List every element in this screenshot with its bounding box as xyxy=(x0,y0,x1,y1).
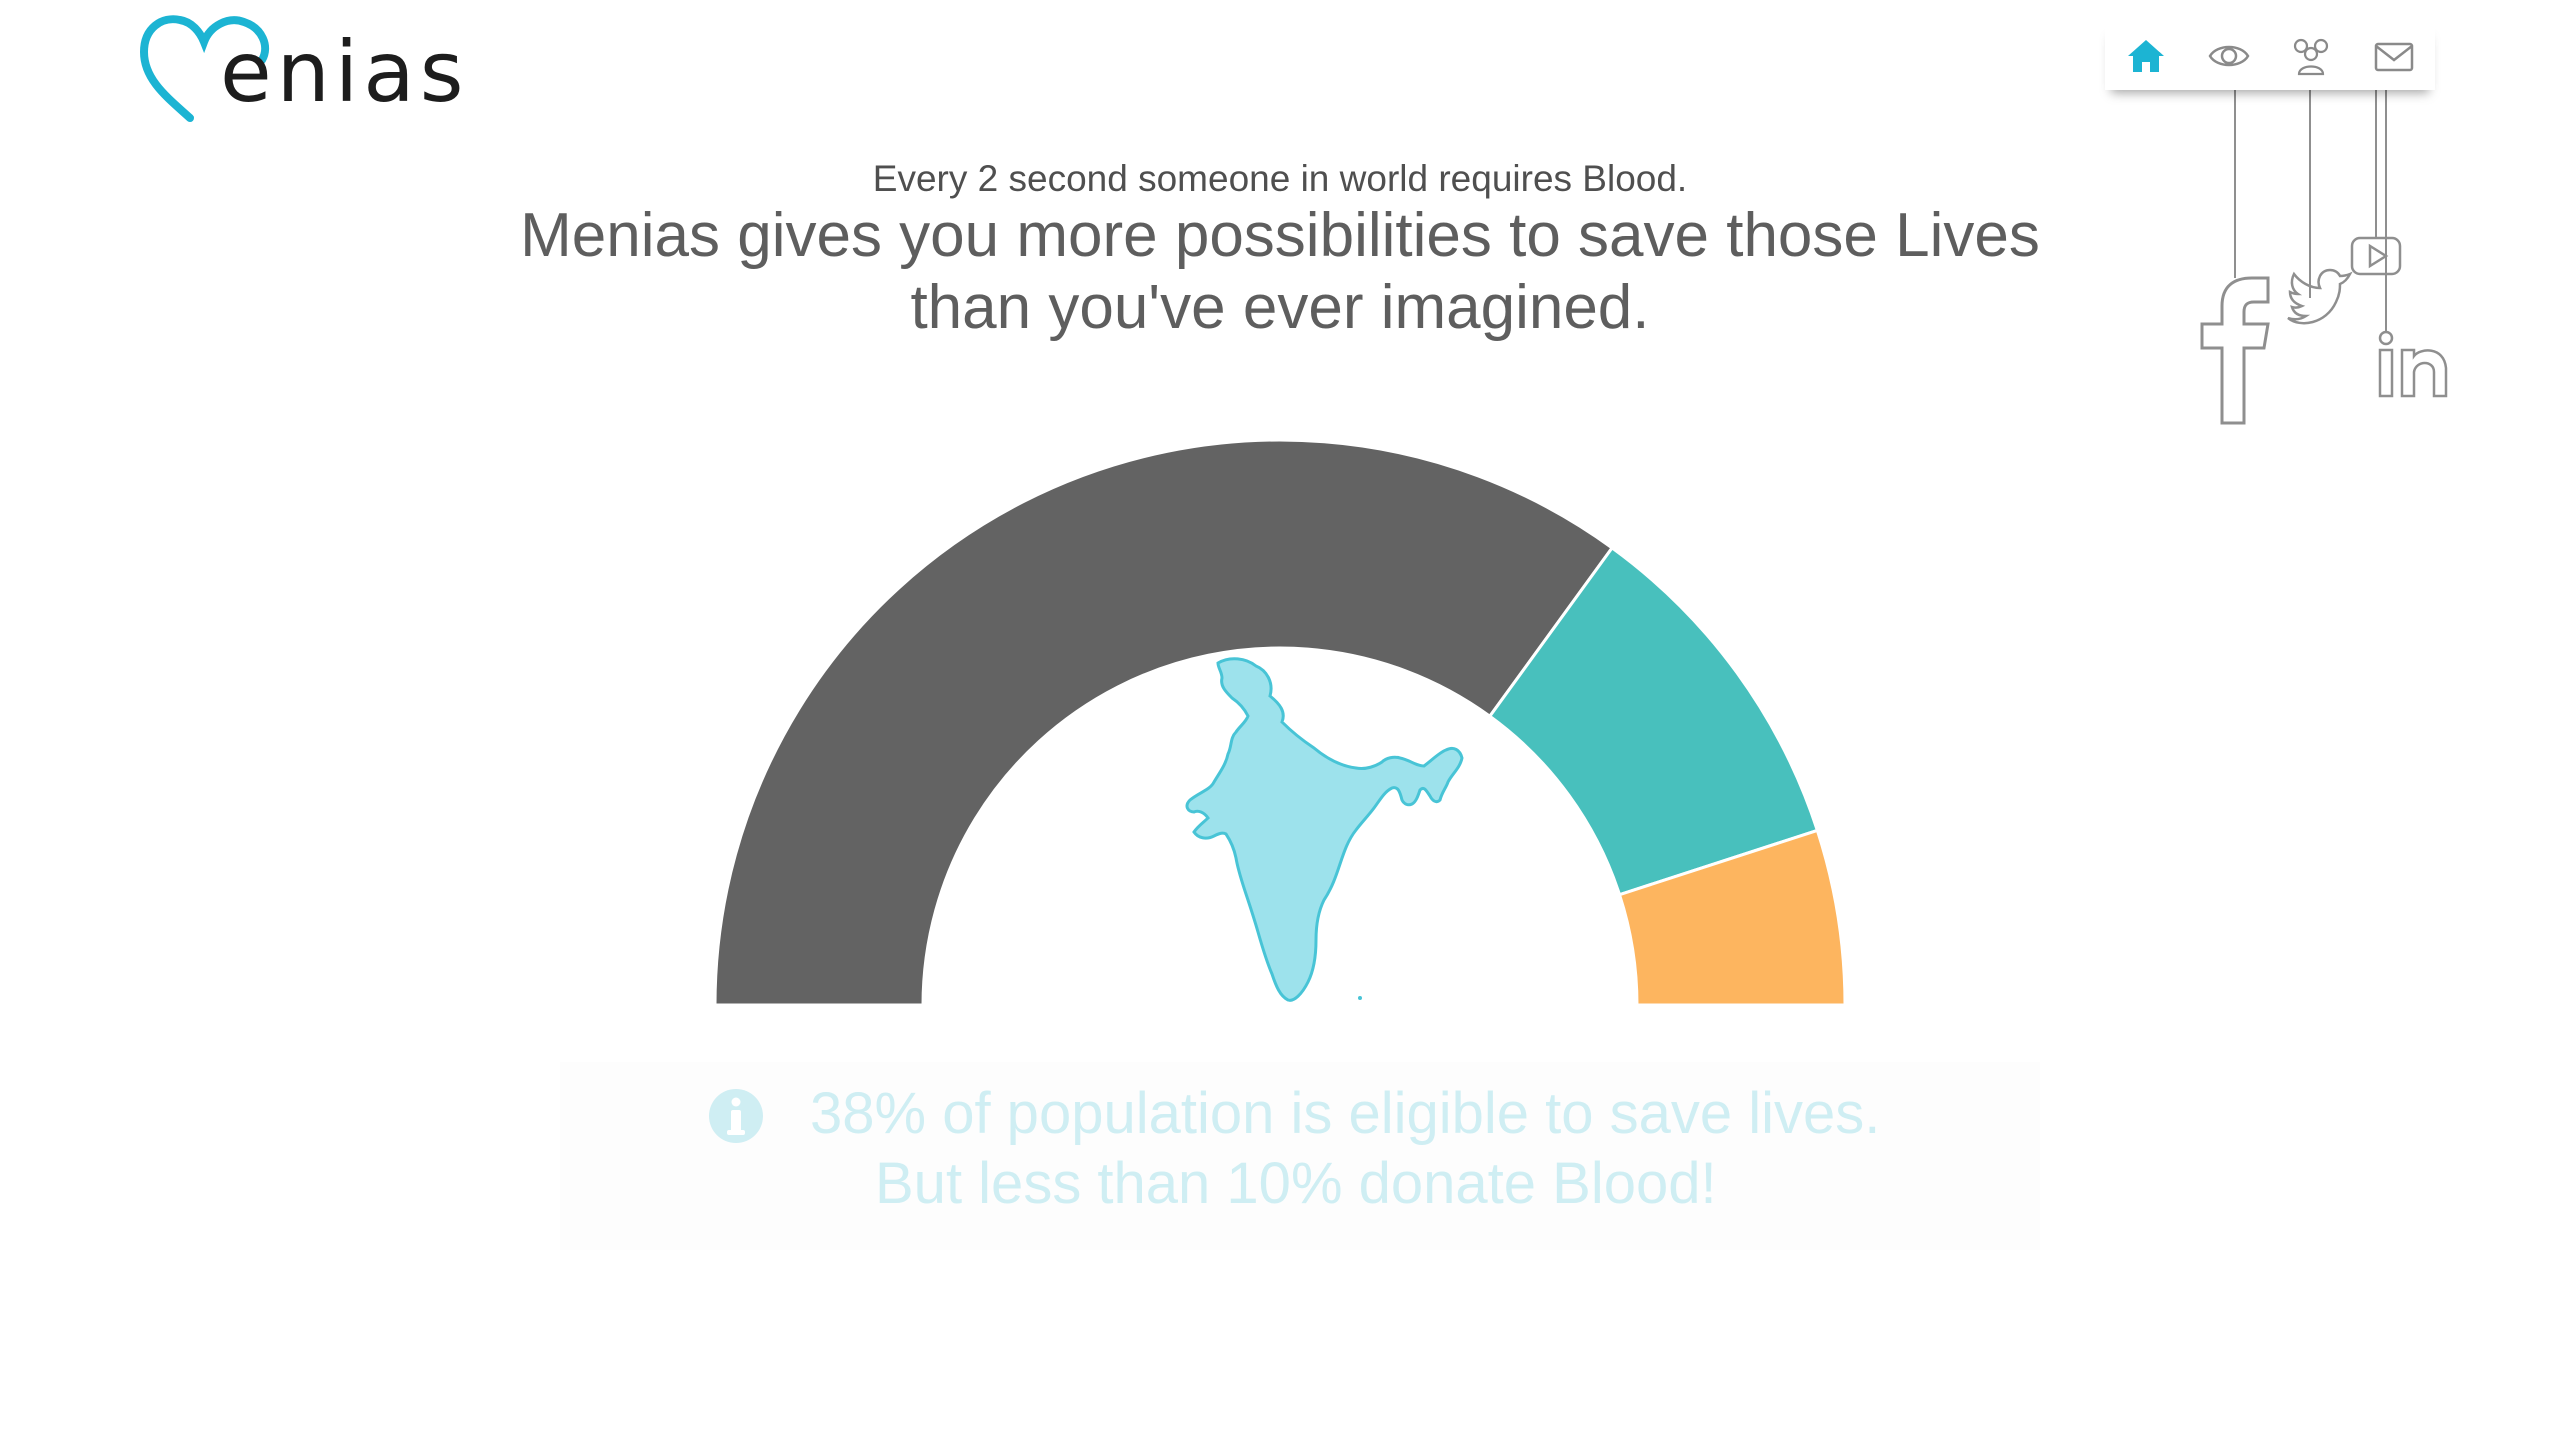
blood-donation-chart xyxy=(700,420,1860,1007)
linkedin-icon[interactable] xyxy=(2378,330,2448,398)
info-icon xyxy=(709,1089,763,1143)
youtube-icon[interactable] xyxy=(2350,236,2402,276)
semi-donut-chart xyxy=(713,438,1847,1007)
hero-headline-line2: than you've ever imagined. xyxy=(910,273,1650,342)
twitter-icon[interactable] xyxy=(2287,268,2353,325)
group-icon xyxy=(2294,38,2329,76)
nav-about[interactable] xyxy=(2201,28,2257,84)
facebook-icon[interactable] xyxy=(2200,276,2270,425)
logo[interactable]: enias xyxy=(138,10,464,125)
info-box: 38% of population is eligible to save li… xyxy=(560,1062,2040,1250)
home-icon xyxy=(2128,40,2165,72)
eye-icon xyxy=(2208,45,2250,67)
top-nav xyxy=(2105,22,2435,90)
nav-contact[interactable] xyxy=(2366,28,2422,84)
info-line1: 38% of population is eligible to save li… xyxy=(810,1081,1881,1146)
mail-icon xyxy=(2374,42,2413,72)
nav-home[interactable] xyxy=(2118,28,2174,84)
social-links xyxy=(2140,88,2480,428)
hero-headline: Menias gives you more possibilities to s… xyxy=(400,200,2160,344)
hero-headline-line1: Menias gives you more possibilities to s… xyxy=(520,201,2040,270)
heart-logo-icon xyxy=(139,15,270,122)
info-line2: But less than 10% donate Blood! xyxy=(875,1151,1717,1216)
chart-slice-1 xyxy=(713,438,1615,1007)
nav-community[interactable] xyxy=(2283,28,2339,84)
hero-subtitle: Every 2 second someone in world requires… xyxy=(872,158,1688,199)
logo-text: enias xyxy=(220,23,469,121)
india-map-image xyxy=(1185,657,1464,1002)
